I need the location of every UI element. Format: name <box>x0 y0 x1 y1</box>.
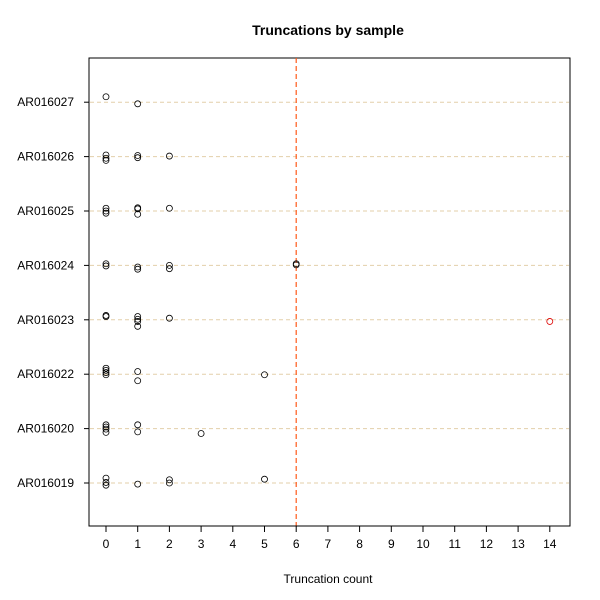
data-points <box>102 93 554 489</box>
x-tick-label: 1 <box>134 537 141 551</box>
data-point <box>134 315 142 323</box>
data-point <box>102 154 110 162</box>
data-point <box>292 261 300 269</box>
data-point <box>134 265 142 273</box>
y-tick-label: AR016026 <box>17 150 74 164</box>
data-point <box>165 204 173 212</box>
data-point <box>134 322 142 330</box>
data-point <box>102 207 110 215</box>
data-point <box>134 263 142 271</box>
data-point <box>102 479 110 486</box>
data-point <box>134 210 142 218</box>
data-point <box>102 474 110 482</box>
data-point <box>102 366 110 374</box>
data-point <box>165 314 173 322</box>
x-axis-label: Truncation count <box>284 572 374 586</box>
data-point <box>134 377 142 385</box>
data-point <box>134 318 142 325</box>
x-tick-label: 3 <box>198 537 205 551</box>
data-point <box>102 421 110 429</box>
outlier-point <box>546 318 554 325</box>
y-tick-label: AR016022 <box>17 367 74 381</box>
y-tick-label: AR016019 <box>17 476 74 490</box>
x-tick-label: 11 <box>448 537 461 551</box>
data-point <box>165 261 173 269</box>
y-tick-label: AR016024 <box>17 258 74 272</box>
data-point <box>134 100 142 108</box>
chart-title: Truncations by sample <box>252 22 404 38</box>
data-point <box>102 429 110 436</box>
data-point <box>134 313 142 320</box>
x-tick-label: 4 <box>229 537 236 551</box>
data-point <box>197 430 205 437</box>
y-tick-label: AR016027 <box>17 95 74 109</box>
data-point <box>102 209 110 217</box>
data-point <box>102 371 110 379</box>
data-point <box>134 480 142 488</box>
x-tick-label: 2 <box>166 537 173 551</box>
data-point <box>134 152 142 159</box>
data-point <box>102 313 110 320</box>
x-tick-label: 7 <box>325 537 332 551</box>
data-point <box>102 423 110 431</box>
data-point <box>134 428 142 436</box>
x-tick-label: 6 <box>293 537 300 551</box>
plot-frame <box>88 57 571 527</box>
data-point <box>102 204 110 212</box>
x-tick-label: 13 <box>511 537 525 551</box>
data-point <box>102 262 110 270</box>
x-tick-label: 14 <box>543 537 557 551</box>
data-point <box>102 157 110 164</box>
data-point <box>102 369 110 376</box>
x-tick-label: 12 <box>480 537 494 551</box>
y-tick-label: AR016023 <box>17 313 74 327</box>
data-point <box>261 371 268 379</box>
data-point <box>134 154 142 162</box>
data-point <box>102 425 110 433</box>
data-point <box>165 479 173 487</box>
x-tick-label: 8 <box>356 537 363 551</box>
data-point <box>102 481 110 489</box>
data-point <box>134 368 142 375</box>
data-point <box>102 151 110 159</box>
data-point <box>102 260 110 268</box>
data-point <box>165 265 173 273</box>
y-tick-label: AR016020 <box>17 422 74 436</box>
y-tick-label: AR016025 <box>17 204 74 218</box>
data-point <box>261 475 268 483</box>
data-point <box>165 476 173 484</box>
x-tick-label: 0 <box>103 537 110 551</box>
grid-lines <box>90 101 569 484</box>
x-axis: 0 1 2 3 4 5 6 7 8 9 10 11 12 13 14 <box>103 525 557 551</box>
data-point <box>165 152 173 160</box>
data-point <box>102 364 110 372</box>
data-point <box>134 205 142 213</box>
data-point <box>102 93 110 101</box>
y-axis: AR016019 AR016020 AR016022 AR016023 AR016024… <box>17 95 90 490</box>
x-tick-label: 9 <box>388 537 395 551</box>
data-point <box>134 421 142 429</box>
x-tick-label: 5 <box>261 537 268 551</box>
x-tick-label: 10 <box>416 537 430 551</box>
